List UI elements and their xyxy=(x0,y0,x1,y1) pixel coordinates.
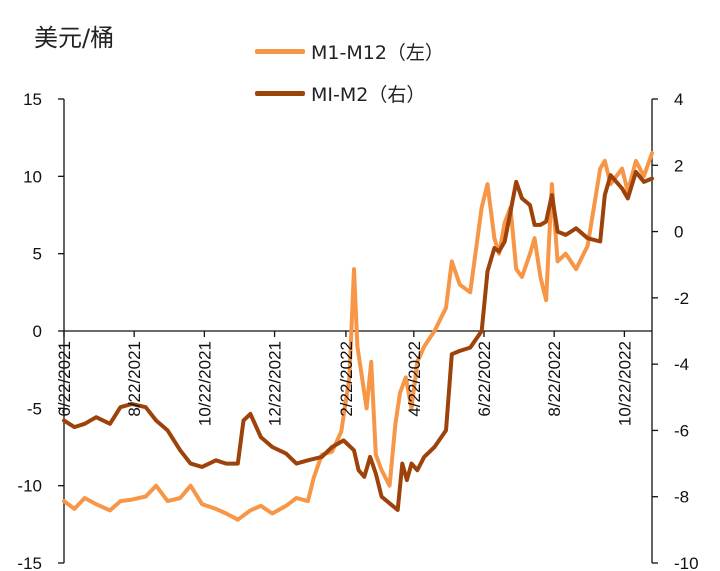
axes: -15 -10 -5 0 5 10 15 -10 -8 -6 -4 -2 0 2 4 xyxy=(17,90,698,571)
legend-label-mi-m2: MI-M2（右） xyxy=(311,84,426,106)
left-y-tick-label: 10 xyxy=(23,167,42,186)
x-tick-label: 8/22/2022 xyxy=(545,341,564,417)
x-tick-label: 12/22/2021 xyxy=(266,341,285,426)
x-tick-label: 8/22/2021 xyxy=(125,341,144,417)
left-y-tick-label: -10 xyxy=(17,477,42,496)
left-y-tick-label: -5 xyxy=(27,399,42,418)
left-y-tick-label: 5 xyxy=(33,245,42,264)
legend-swatch-m1-m12 xyxy=(255,49,305,54)
x-tick-label: 6/22/2021 xyxy=(55,341,74,417)
left-axis-unit-label: 美元/桶 xyxy=(34,24,115,52)
series-line-mi-m2 xyxy=(62,169,654,512)
right-y-tick-label: 0 xyxy=(674,223,683,242)
x-tick-label: 10/22/2022 xyxy=(615,341,634,426)
legend-label-m1-m12: M1-M12（左） xyxy=(311,42,444,64)
series-lines xyxy=(62,151,654,522)
x-tick-label: 4/22/2022 xyxy=(405,341,424,417)
right-y-tick-label: -8 xyxy=(674,488,689,507)
right-y-tick-label: 4 xyxy=(674,90,683,109)
legend-item-mi-m2: MI-M2（右） xyxy=(255,80,425,107)
x-tick-label: 2/22/2022 xyxy=(337,341,356,417)
x-tick-labels: 6/22/2021 8/22/2021 10/22/2021 12/22/2021 2/… xyxy=(55,341,634,426)
right-y-tick-label: 2 xyxy=(674,156,683,175)
right-y-tick-label: -4 xyxy=(674,355,689,374)
left-y-tick-label: -15 xyxy=(17,554,42,571)
left-y-tick-label: 0 xyxy=(33,322,42,341)
legend-item-m1-m12: M1-M12（左） xyxy=(255,38,444,65)
right-y-tick-label: -6 xyxy=(674,421,689,440)
right-y-tick-label: -10 xyxy=(674,554,699,571)
right-y-tick-label: -2 xyxy=(674,289,689,308)
x-tick-label: 6/22/2022 xyxy=(475,341,494,417)
x-tick-label: 10/22/2021 xyxy=(195,341,214,426)
legend-swatch-mi-m2 xyxy=(255,91,305,96)
left-y-tick-label: 15 xyxy=(23,90,42,109)
